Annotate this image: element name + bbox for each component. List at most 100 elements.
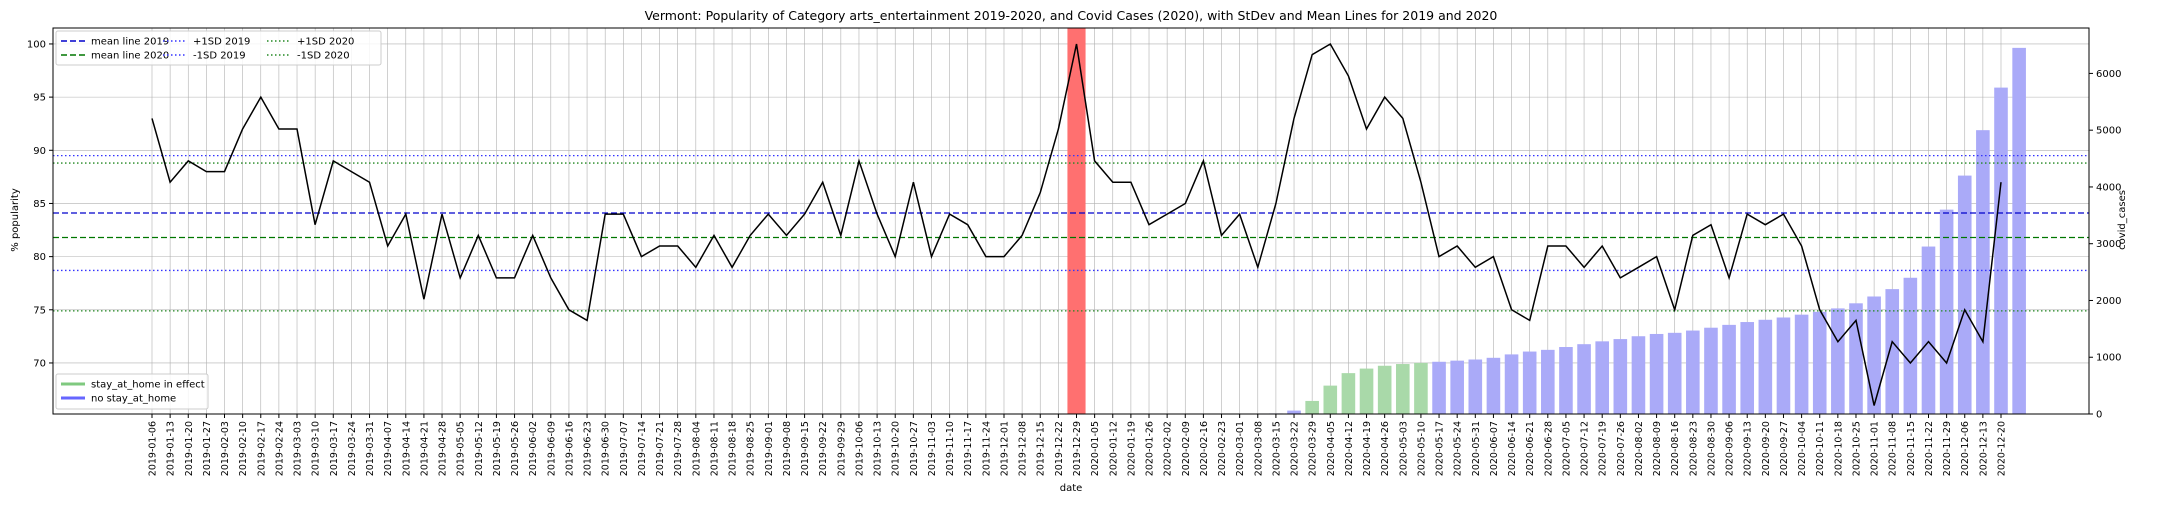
x-tick-label: 2019-04-21 [419,421,430,476]
covid-bar [1704,327,1718,414]
x-tick-label: 2020-11-22 [1924,421,1935,476]
x-tick-label: 2020-01-26 [1145,421,1156,476]
x-tick-label: 2019-11-03 [927,421,938,476]
covid-bar [1323,385,1338,414]
x-tick-label: 2019-08-04 [691,421,702,476]
x-tick-label: 2020-05-31 [1471,421,1482,476]
x-tick-label: 2019-06-16 [564,421,575,476]
x-tick-label: 2019-08-25 [746,421,757,476]
x-tick-label: 2019-04-28 [438,421,449,476]
x-tick-label: 2019-09-01 [764,421,775,476]
x-tick-label: 2019-03-03 [293,421,304,476]
legend-label: -1SD 2019 [193,51,246,62]
covid-bar [1831,308,1845,414]
x-tick-label: 2019-01-13 [166,421,177,476]
covid-bar [1667,332,1682,414]
covid-bar [1305,400,1319,414]
legend-top-box [55,30,382,66]
x-tick-label: 2020-05-10 [1416,421,1427,476]
x-tick-label: 2020-11-29 [1942,421,1953,476]
covid-bar [1541,349,1555,414]
x-tick-label: 2020-11-15 [1906,421,1917,476]
covid-bar [1994,87,2008,415]
covid-bar [1903,277,1918,414]
x-axis-label: date [1060,483,1083,494]
legend-label: no stay_at_home [91,394,176,405]
x-tick-label: 2020-08-09 [1652,421,1663,476]
x-tick-label: 2020-09-13 [1743,421,1754,476]
x-tick-label: 2019-06-23 [583,421,594,476]
x-tick-label: 2019-03-31 [365,421,376,476]
x-tick-label: 2020-11-01 [1870,421,1881,476]
plot-frame [52,27,2090,415]
covid-bar [1867,296,1881,414]
covid-bar [1559,347,1573,414]
x-tick-label: 2019-09-08 [782,421,793,476]
x-tick-label: 2020-07-26 [1616,421,1627,476]
covid-bar [1577,344,1591,414]
covid-bar [1849,303,1863,414]
x-tick-label: 2019-05-19 [492,421,503,476]
y2-tick-label: 3000 [2096,239,2121,250]
x-tick-label: 2020-12-20 [1997,421,2008,476]
x-tick-label: 2020-02-16 [1199,421,1210,476]
x-tick-label: 2019-02-24 [274,421,285,476]
covid-bar [1631,336,1646,414]
covid-bar [1957,175,1972,414]
y-tick-label: 75 [33,305,46,316]
x-tick-label: 2020-02-09 [1181,421,1192,476]
x-tick-label: 2020-02-23 [1217,421,1228,476]
chart-title: Vermont: Popularity of Category arts_ent… [645,8,1498,23]
legend-label: -1SD 2020 [297,51,350,62]
y2-tick-label: 0 [2096,410,2102,421]
x-tick-label: 2019-06-09 [546,421,557,476]
covid-bar [1812,311,1827,414]
x-tick-label: 2020-08-30 [1706,421,1717,476]
x-tick-label: 2019-05-12 [474,421,485,476]
x-tick-label: 2019-01-27 [202,421,213,476]
x-tick-label: 2019-02-10 [238,421,249,476]
covid-bar [1414,362,1428,414]
x-tick-label: 2020-05-17 [1435,421,1446,476]
x-tick-label: 2020-10-25 [1851,421,1862,476]
y-tick-label: 95 [33,93,46,104]
x-tick-label: 2020-06-14 [1507,421,1518,476]
y-tick-label: 80 [33,252,46,263]
x-tick-label: 2020-08-02 [1634,421,1645,476]
x-tick-label: 2020-03-01 [1235,421,1246,476]
x-tick-label: 2020-04-26 [1380,421,1391,476]
x-tick-label: 2019-01-06 [148,421,159,476]
plot-layer: 7075808590951000100020003000400050006000… [27,27,2121,476]
covid-bar [1377,365,1392,414]
x-tick-label: 2019-11-10 [945,421,956,476]
x-tick-label: 2020-08-23 [1688,421,1699,476]
covid-bar [1522,351,1537,414]
x-tick-label: 2019-10-20 [891,421,902,476]
covid-bar [1740,322,1755,414]
y2-tick-label: 6000 [2096,69,2121,80]
x-tick-label: 2019-05-05 [456,421,467,476]
y2-axis-label: covid_cases [2117,190,2128,250]
y-axis-label: % popularity [10,188,21,252]
legend-label: +1SD 2020 [297,37,354,48]
x-tick-label: 2019-12-08 [1018,421,1029,476]
x-tick-label: 2020-03-08 [1253,421,1264,476]
covid-bar [1939,209,1954,414]
x-tick-label: 2020-06-28 [1543,421,1554,476]
covid-bar [1468,359,1483,414]
x-tick-label: 2019-10-27 [909,421,920,476]
legend-label: stay_at_home in effect [91,380,205,391]
covid-bar [1921,246,1936,414]
x-tick-label: 2020-10-04 [1797,421,1808,476]
y2-tick-label: 5000 [2096,126,2121,137]
x-tick-label: 2019-05-26 [510,421,521,476]
x-tick-label: 2020-07-19 [1598,421,1609,476]
y-tick-label: 70 [33,358,46,369]
covid-bar [1395,364,1410,414]
x-tick-label: 2020-05-24 [1453,421,1464,476]
covid-bar [2012,47,2026,414]
x-tick-label: 2019-07-21 [655,421,666,476]
x-tick-label: 2020-03-15 [1271,421,1282,476]
x-tick-label: 2020-06-21 [1525,421,1536,476]
x-tick-label: 2020-07-05 [1561,421,1572,476]
